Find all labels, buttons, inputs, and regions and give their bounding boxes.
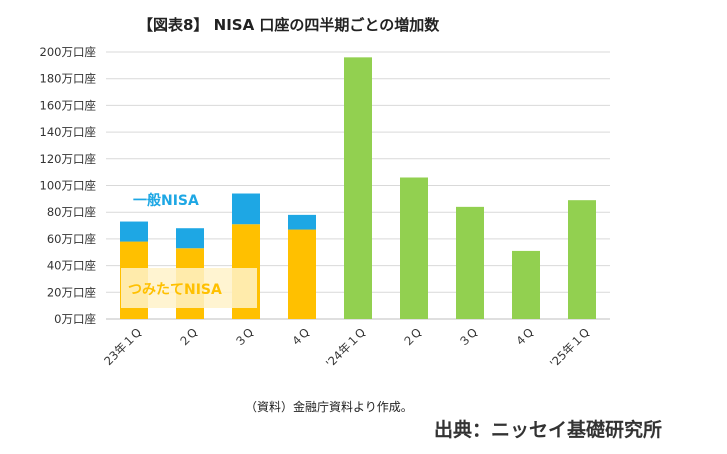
x-tick-label: ２Q — [400, 325, 424, 349]
bar-2-一般NISA — [232, 193, 260, 225]
x-tick-label: '25年１Q — [547, 325, 592, 370]
x-tick-label: ２Q — [176, 325, 200, 349]
source-note: （資料）金融庁資料より作成。 — [245, 399, 413, 414]
credit-text: 出典：ニッセイ基礎研究所 — [434, 418, 662, 441]
bar-1-一般NISA — [176, 228, 204, 249]
bar-8-新NISA — [568, 200, 596, 319]
x-tick-label: ４Q — [288, 325, 312, 349]
bar-3-つみたてNISA — [288, 229, 316, 319]
chart-title: 【図表8】 NISA 口座の四半期ごとの増加数 — [138, 16, 440, 34]
x-tick-label: ４Q — [512, 325, 536, 349]
bar-7-新NISA — [512, 250, 540, 319]
y-tick-label: 80万口座 — [47, 205, 96, 219]
y-tick-label: 140万口座 — [40, 125, 96, 139]
bar-0-一般NISA — [120, 221, 148, 242]
x-axis-ticks: 23年１Q ２Q ３Q ４Q '24年１Q ２Q ３Q ４Q '25年１Q — [101, 325, 592, 370]
x-tick-label: '24年１Q — [323, 325, 368, 370]
x-tick-label: 23年１Q — [101, 325, 144, 368]
y-tick-label: 120万口座 — [40, 152, 96, 166]
bar-3-一般NISA — [288, 214, 316, 230]
y-tick-label: 160万口座 — [40, 98, 96, 112]
bar-6-新NISA — [456, 206, 484, 319]
legend-tsumitate-nisa: つみたてNISA — [128, 282, 222, 298]
bar-5-新NISA — [400, 177, 428, 319]
y-tick-label: 200万口座 — [40, 45, 96, 59]
y-tick-label: 180万口座 — [40, 72, 96, 86]
y-tick-label: 40万口座 — [47, 259, 96, 273]
bar-4-新NISA — [344, 57, 372, 320]
x-tick-label: ３Q — [456, 325, 480, 349]
x-tick-label: ３Q — [232, 325, 256, 349]
y-tick-label: 100万口座 — [40, 179, 96, 193]
y-tick-label: 0万口座 — [54, 312, 96, 326]
y-tick-label: 60万口座 — [47, 232, 96, 246]
legend-ippan-nisa: 一般NISA — [133, 192, 199, 209]
legend-tsumitate-box — [121, 268, 257, 308]
y-tick-label: 20万口座 — [47, 285, 96, 299]
legend: 一般NISA つみたてNISA — [121, 192, 257, 308]
y-axis-ticks: 0万口座 20万口座 40万口座 60万口座 80万口座 100万口座 120万口座 140万… — [40, 45, 96, 326]
